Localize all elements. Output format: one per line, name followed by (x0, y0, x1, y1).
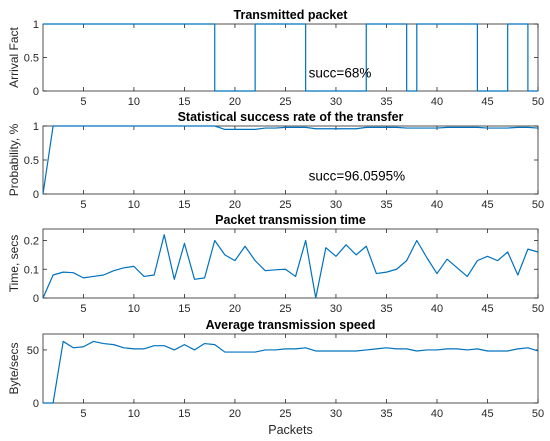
transmission-speed-xtick-label: 5 (80, 408, 86, 420)
transmitted-packet-axes-frame (42, 23, 539, 92)
success-rate-ytick-label: 1 (33, 121, 39, 133)
transmitted-packet-panel: 5 10 15 20 25 30 35 40 45 50 0 0.5 1 Transmitted pack… (7, 8, 544, 108)
transmitted-packet-xtick-label: 30 (330, 96, 342, 108)
transmission-time-xtick-label: 45 (481, 303, 493, 315)
success-rate-xtick-label: 35 (380, 199, 392, 211)
transmission-time-ylabel: Time, secs (7, 235, 21, 293)
transmitted-packet-xtick-label: 10 (128, 96, 140, 108)
transmission-speed-axes-frame (42, 333, 539, 404)
transmission-time-xtick-label: 30 (330, 303, 342, 315)
transmitted-packet-series-line (43, 23, 538, 92)
transmitted-packet-title: Transmitted packet (234, 8, 349, 22)
transmission-time-xtick-label: 5 (80, 303, 86, 315)
success-rate-title: Statistical success rate of the transfer (178, 110, 404, 124)
transmitted-packet-xtick-label: 20 (229, 96, 241, 108)
transmitted-packet-xtick-label: 15 (178, 96, 190, 108)
transmission-time-panel: 5 10 15 20 25 30 35 40 45 50 0 0.1 0.2 Packet transmi… (7, 213, 544, 315)
success-rate-xtick-label: 45 (481, 199, 493, 211)
transmission-speed-xtick-label: 35 (380, 408, 392, 420)
success-rate-ylabel: Probability, % (7, 123, 21, 196)
transmission-speed-panel: 5 10 15 20 25 30 35 40 45 50 0 50 Average transmissi… (7, 318, 544, 437)
success-rate-xtick-label: 20 (229, 199, 241, 211)
transmission-time-ytick-label: 0 (33, 293, 39, 305)
success-rate-xtick-label: 25 (279, 199, 291, 211)
transmission-time-ytick-label: 0.1 (24, 264, 39, 276)
transmission-time-xtick-label: 50 (532, 303, 544, 315)
transmitted-packet-xtick-label: 40 (431, 96, 443, 108)
transmitted-packet-xtick-label: 50 (532, 96, 544, 108)
success-rate-xtick-label: 15 (178, 199, 190, 211)
success-rate-xtick-label: 5 (80, 199, 86, 211)
success-rate-xtick-label: 30 (330, 199, 342, 211)
transmission-speed-xtick-label: 45 (481, 408, 493, 420)
success-rate-xtick-label: 50 (532, 199, 544, 211)
transmission-time-series-line (42, 234, 539, 299)
transmitted-packet-xtick-label: 5 (80, 96, 86, 108)
transmission-speed-xlabel: Packets (268, 423, 312, 437)
success-rate-xtick-label: 10 (128, 199, 140, 211)
transmission-time-xtick-label: 10 (128, 303, 140, 315)
transmitted-packet-xtick-label: 45 (481, 96, 493, 108)
success-rate-panel: 5 10 15 20 25 30 35 40 45 50 0 0.5 1 Statistical succ… (7, 110, 544, 211)
transmission-speed-xtick-label: 50 (532, 408, 544, 420)
transmission-time-title: Packet transmission time (215, 213, 366, 227)
transmission-time-xtick-label: 40 (431, 303, 443, 315)
transmission-time-axes-frame (42, 228, 539, 299)
transmission-speed-ytick-label: 0 (33, 398, 39, 410)
transmitted-packet-ylabel: Arrival Fact (7, 27, 21, 88)
success-rate-ytick-label: 0 (33, 189, 39, 201)
transmitted-packet-xtick-label: 35 (380, 96, 392, 108)
success-rate-axes-frame (42, 125, 539, 195)
success-rate-ytick-label: 0.5 (24, 155, 39, 167)
transmission-speed-title: Average transmission speed (206, 318, 376, 332)
transmission-speed-xtick-label: 10 (128, 408, 140, 420)
transmission-speed-xtick-label: 25 (279, 408, 291, 420)
transmission-time-xtick-label: 15 (178, 303, 190, 315)
transmission-speed-xtick-label: 40 (431, 408, 443, 420)
transmission-speed-xtick-label: 30 (330, 408, 342, 420)
transmitted-packet-ytick-label: 0.5 (24, 53, 39, 65)
transmission-time-xtick-label: 35 (380, 303, 392, 315)
transmission-speed-xtick-label: 20 (229, 408, 241, 420)
transmitted-packet-ytick-label: 1 (33, 19, 39, 31)
transmission-speed-series-line (43, 340, 539, 404)
transmission-speed-ytick-label: 50 (27, 345, 39, 357)
transmitted-packet-xtick-label: 25 (279, 96, 291, 108)
transmission-speed-xtick-label: 15 (178, 408, 190, 420)
transmitted-packet-ytick-label: 0 (33, 86, 39, 98)
transmission-time-xtick-label: 25 (279, 303, 291, 315)
success-rate-series-line (42, 125, 539, 195)
success-rate-xtick-label: 40 (431, 199, 443, 211)
transmission-time-ytick-label: 0.2 (24, 236, 39, 248)
success-rate-annotation: succ=96.0595% (309, 168, 405, 183)
transmission-speed-ylabel: Byte/secs (7, 342, 21, 394)
transmission-time-xtick-label: 20 (229, 303, 241, 315)
transmitted-packet-annotation: succ=68% (309, 66, 372, 81)
